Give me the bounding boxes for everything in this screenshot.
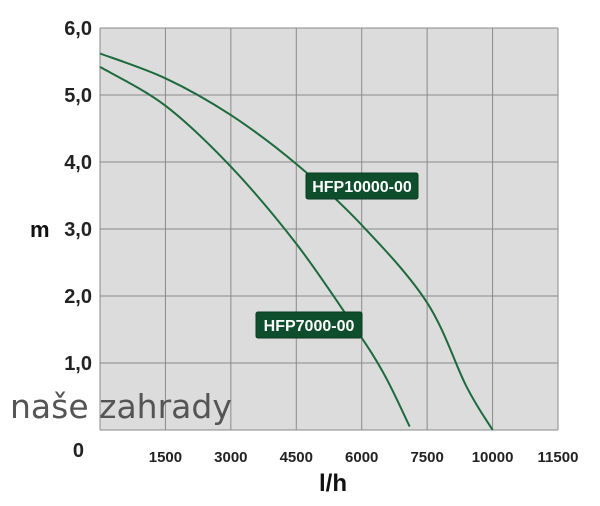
watermark-text: naše zahrady (10, 387, 232, 426)
x-tick-label: 7500 (410, 449, 443, 466)
series-curve-2 (99, 66, 411, 428)
y-tick-label: 4,0 (64, 152, 92, 174)
y-tick-label: 0 (73, 440, 84, 462)
y-tick-label: 6,0 (64, 18, 92, 40)
series-label-text: HFP7000-00 (264, 318, 355, 335)
y-tick-label: 3,0 (64, 219, 92, 241)
y-tick-label: 1,0 (64, 353, 92, 375)
series-label-1: HFP10000-00 (305, 172, 419, 200)
x-tick-label: 4500 (280, 449, 313, 466)
x-tick-label: 3000 (214, 449, 247, 466)
series-labels: HFP10000-00 HFP7000-00 (255, 172, 419, 339)
x-tick-label: 10000 (472, 449, 514, 466)
series-label-text: HFP10000-00 (312, 179, 412, 196)
x-axis-title: l/h (319, 470, 347, 497)
x-axis-ticks: 1500 3000 4500 6000 7500 10000 11500 (149, 449, 579, 466)
y-tick-label: 5,0 (64, 85, 92, 107)
series-label-2: HFP7000-00 (255, 311, 363, 339)
y-tick-label: 2,0 (64, 286, 92, 308)
x-tick-label: 1500 (149, 449, 182, 466)
y-axis-title: m (30, 217, 50, 242)
x-tick-label: 6000 (345, 449, 378, 466)
x-tick-label: 11500 (538, 449, 579, 466)
grid (99, 27, 559, 431)
y-axis-ticks: 0 1,0 2,0 3,0 4,0 5,0 6,0 (64, 18, 92, 462)
series-label-box (305, 172, 419, 200)
series-label-box (255, 311, 363, 339)
